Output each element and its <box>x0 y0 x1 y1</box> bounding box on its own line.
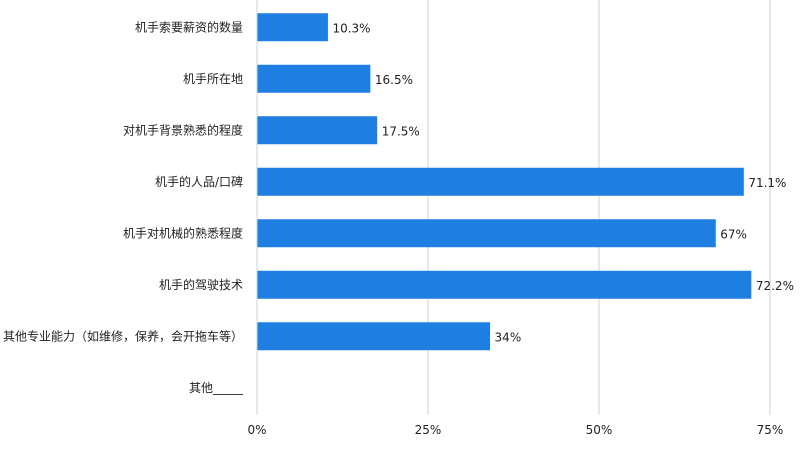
category-label: 机手对机械的熟悉程度 <box>123 225 243 240</box>
category-label: 机手的人品/口碑 <box>155 174 243 189</box>
x-tick-label: 75% <box>757 423 784 437</box>
value-labels: 10.3% 16.5% 17.5% 71.1% 67% 72.2% 34% <box>332 21 794 344</box>
value-label: 17.5% <box>382 124 420 138</box>
bar <box>257 116 378 145</box>
category-label: 对机手背景熟悉的程度 <box>123 122 243 137</box>
x-tick-label: 50% <box>586 423 613 437</box>
category-labels: 机手索要薪资的数量机手所在地对机手背景熟悉的程度机手的人品/口碑机手对机械的熟悉… <box>3 19 244 395</box>
category-label: 机手索要薪资的数量 <box>135 19 243 34</box>
category-label: 机手所在地 <box>183 72 243 86</box>
x-tick-label: 25% <box>415 423 442 437</box>
value-label: 34% <box>495 330 522 344</box>
category-label: 机手的驾驶技术 <box>159 277 243 292</box>
value-label: 72.2% <box>756 279 794 293</box>
bar <box>257 219 716 248</box>
bar <box>257 13 328 42</box>
value-label: 10.3% <box>332 21 370 35</box>
bar <box>257 270 752 299</box>
category-label: 其他_____ <box>189 381 244 395</box>
x-tick-label: 0% <box>247 423 266 437</box>
bar <box>257 64 371 93</box>
category-label: 其他专业能力（如维修，保养，会开拖车等） <box>3 328 243 343</box>
gridlines <box>427 0 771 415</box>
value-label: 71.1% <box>748 176 786 190</box>
bar <box>257 322 491 351</box>
x-axis-ticks: 0% 25% 50% 75% <box>247 423 783 437</box>
bars <box>257 13 752 351</box>
value-label: 16.5% <box>375 73 413 87</box>
bar <box>257 167 744 196</box>
value-label: 67% <box>720 227 747 241</box>
